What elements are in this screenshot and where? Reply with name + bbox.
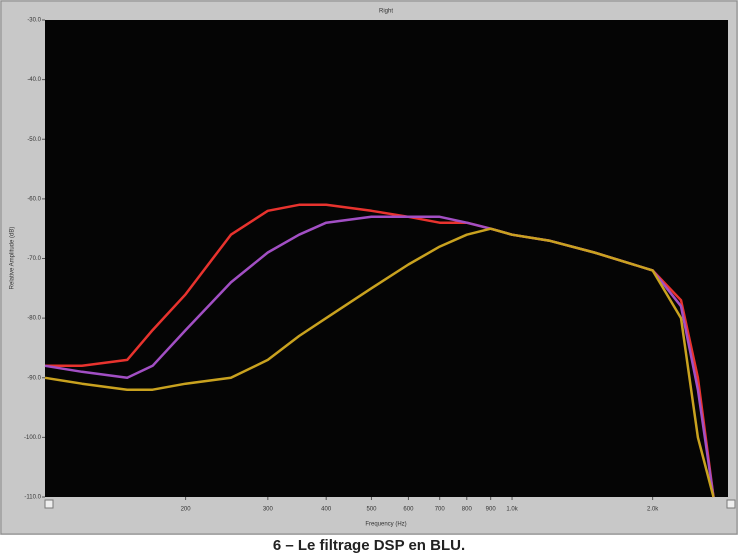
- x-axis-label: Frequency (Hz): [365, 522, 406, 528]
- x-tick-label: 400: [321, 507, 332, 513]
- scroll-button[interactable]: [44, 499, 54, 509]
- y-tick-label: -30.0: [27, 18, 41, 24]
- x-tick-label: 900: [486, 507, 497, 513]
- y-tick-label: -70.0: [27, 256, 41, 262]
- x-tick-label: 1.0k: [506, 507, 518, 513]
- plot-area: [45, 20, 728, 497]
- x-tick-label: 800: [462, 507, 473, 513]
- x-tick-label: 600: [403, 507, 414, 513]
- y-axis-label: Relative Amplitude (dB): [10, 227, 16, 290]
- y-tick-label: -90.0: [27, 375, 41, 381]
- y-tick-label: -80.0: [27, 316, 41, 322]
- x-tick-label: 200: [181, 507, 192, 513]
- window-border: [0, 0, 738, 535]
- y-tick-label: -40.0: [27, 77, 41, 83]
- chart-title: Right: [379, 9, 393, 15]
- x-tick-label: 500: [366, 507, 377, 513]
- series-line: [44, 227, 715, 498]
- x-tick-label: 300: [263, 507, 274, 513]
- y-tick-label: -110.0: [24, 495, 41, 501]
- caption-band: [0, 535, 738, 555]
- y-tick-label: -60.0: [27, 196, 41, 202]
- x-tick-label: 2.0k: [647, 507, 659, 513]
- y-tick-label: -100.0: [24, 435, 42, 441]
- y-tick-label: -50.0: [27, 137, 41, 143]
- caption: 6 – Le filtrage DSP en BLU.: [273, 537, 465, 554]
- scroll-button[interactable]: [726, 499, 736, 509]
- x-tick-label: 700: [435, 507, 446, 513]
